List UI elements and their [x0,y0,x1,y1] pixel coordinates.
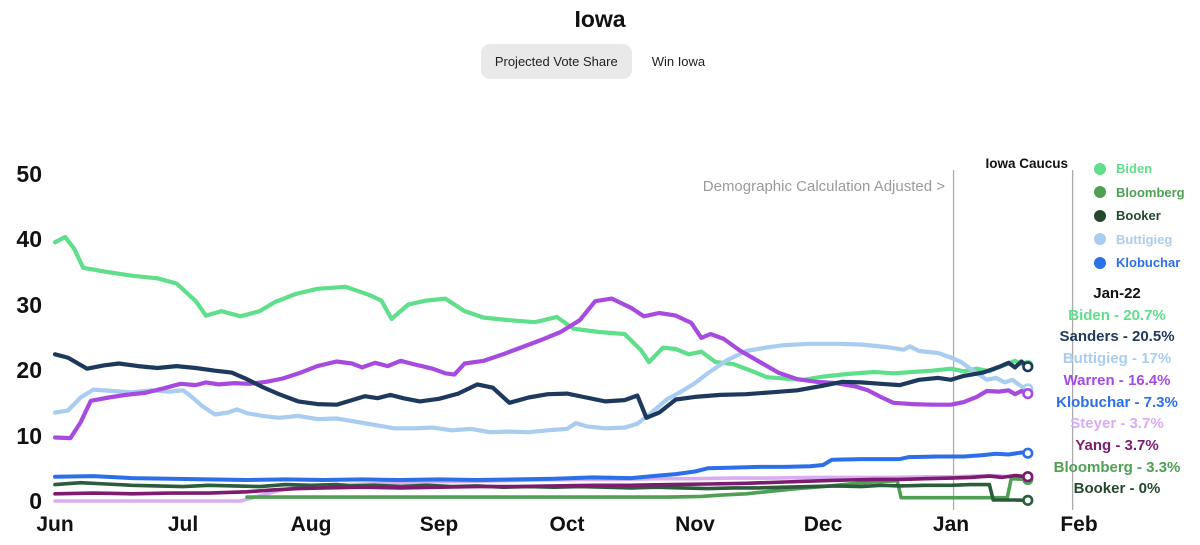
legend-label: Biden [1116,161,1153,177]
series-line-warren [52,296,1030,441]
y-tick-20: 20 [16,357,42,383]
legend-item-biden[interactable]: Biden [1094,157,1185,181]
legend-dot-biden [1094,162,1106,175]
x-tick-oct: Oct [549,513,585,536]
legend-label: Bloomberg [1116,184,1185,200]
legend-label: Booker [1116,208,1161,224]
x-tick-sep: Sep [419,513,459,536]
series-line-bloomberg [245,476,1030,500]
x-tick-feb: Feb [1060,513,1098,536]
result-row-booker: Booker - 0% [1073,480,1161,498]
view-tabs: Projected Vote Share Win Iowa [0,44,1200,79]
y-tick-40: 40 [16,226,42,252]
x-tick-jul: Jul [167,513,199,536]
tab-win-iowa[interactable]: Win Iowa [651,54,706,69]
result-row-biden: Biden - 20.7% [1068,306,1166,324]
results-date-label: Jan-22 [1093,285,1141,302]
x-tick-dec: Dec [803,513,843,536]
x-tick-jun: Jun [36,513,74,536]
tab-projected-vote-share[interactable]: Projected Vote Share [480,44,632,79]
series-line-klobuchar [53,450,1030,482]
legend-dot-booker [1094,209,1106,222]
demographic-adjusted-annotation[interactable]: Demographic Calculation Adjusted > [702,178,945,195]
latest-results-list: Jan-22 Biden - 20.7% Sanders - 20.5% Butti… [1034,283,1200,500]
result-row-steyer: Steyer - 3.7% [1070,415,1164,433]
series-endpoint-booker [1022,494,1034,506]
series-line-sanders [52,352,1030,420]
legend-label: Klobuchar [1116,255,1181,271]
iowa-caucus-label: Iowa Caucus [985,156,1068,171]
series-endpoint-warren [1022,387,1034,400]
candidate-legend: Biden Bloomberg Booker Buttigieg Klobuchar [1094,157,1185,275]
result-row-warren: Warren - 16.4% [1063,371,1171,389]
legend-item-buttigieg[interactable]: Buttigieg [1094,228,1185,252]
y-tick-50: 50 [16,160,42,187]
y-tick-10: 10 [16,422,42,449]
series-line-yang [53,473,1030,496]
result-row-sanders: Sanders - 20.5% [1059,328,1175,346]
legend-label: Buttigieg [1116,231,1173,247]
legend-item-klobuchar[interactable]: Klobuchar [1094,251,1185,275]
result-row-bloomberg: Bloomberg - 3.3% [1053,458,1181,476]
y-tick-30: 30 [16,291,42,318]
series-line-biden [52,234,1030,382]
series-endpoint-klobuchar [1022,447,1034,459]
result-row-yang: Yang - 3.7% [1075,436,1159,454]
legend-item-booker[interactable]: Booker [1094,204,1185,228]
legend-dot-buttigieg [1094,233,1106,246]
series-endpoint-sanders [1022,361,1034,373]
legend-dot-klobuchar [1094,256,1106,269]
page-title: Iowa [574,6,626,32]
results-rows: Biden - 20.7% Sanders - 20.5% Buttigieg - … [1034,305,1200,500]
result-row-klobuchar: Klobuchar - 7.3% [1056,393,1178,411]
y-tick-0: 0 [29,488,42,514]
legend-item-bloomberg[interactable]: Bloomberg [1094,181,1185,205]
x-tick-jan: Jan [932,513,970,536]
result-row-buttigieg: Buttigieg - 17% [1062,350,1172,368]
x-tick-nov: Nov [675,513,715,536]
legend-dot-bloomberg [1094,186,1106,199]
series-endpoint-yang [1022,471,1034,483]
x-tick-aug: Aug [290,513,332,536]
series-line-buttigieg [52,341,1030,435]
